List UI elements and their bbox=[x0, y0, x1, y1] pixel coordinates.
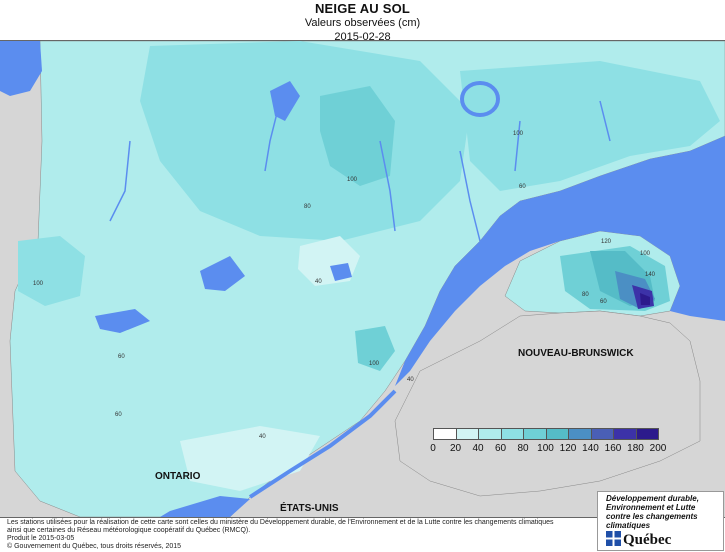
contour-label: 140 bbox=[645, 272, 656, 278]
zone-100-charlevoix bbox=[355, 326, 395, 371]
contour-label: 60 bbox=[519, 184, 526, 190]
legend-swatch bbox=[433, 428, 457, 440]
quebec-logo: Développement durable, Environnement et … bbox=[597, 491, 724, 551]
footer-sources-line2: ainsi que certaines du Réseau météorolog… bbox=[7, 527, 251, 534]
map-canvas bbox=[0, 41, 725, 517]
footer-sources-line1: Les stations utilisées pour la réalisati… bbox=[7, 519, 554, 526]
legend-swatch bbox=[455, 428, 479, 440]
footer-copyright: © Gouvernement du Québec, tous droits ré… bbox=[7, 543, 182, 550]
legend-tick-label: 160 bbox=[604, 443, 622, 454]
contour-label: 100 bbox=[369, 361, 380, 367]
zone-80-east bbox=[460, 61, 720, 191]
reservoir-gouin bbox=[200, 256, 245, 291]
zone-100-center bbox=[320, 86, 395, 186]
contour-label: 100 bbox=[513, 131, 524, 137]
legend-swatch bbox=[635, 428, 659, 440]
ontario-label: ONTARIO bbox=[155, 471, 201, 482]
lakes-northwest bbox=[270, 81, 300, 121]
st-lawrence-river bbox=[248, 389, 397, 499]
contour-label: 80 bbox=[582, 292, 589, 298]
fleur-de-lis-flag-icon bbox=[606, 531, 621, 546]
manicouagan-reservoir bbox=[460, 81, 500, 117]
contour-label: 60 bbox=[115, 412, 122, 418]
quebec-wordmark: Québec bbox=[623, 532, 672, 548]
contour-label: 120 bbox=[601, 239, 612, 245]
legend-swatch bbox=[613, 428, 637, 440]
nouveau-brunswick-label: NOUVEAU-BRUNSWICK bbox=[518, 348, 634, 359]
legend-tick-label: 200 bbox=[649, 443, 667, 454]
contour-label: 80 bbox=[304, 204, 311, 210]
zone-80-west bbox=[18, 236, 85, 306]
legend-swatch bbox=[568, 428, 592, 440]
contour-label: 40 bbox=[315, 279, 322, 285]
contour-label: 100 bbox=[347, 177, 358, 183]
contour-label: 100 bbox=[640, 251, 651, 257]
legend-tick-label: 0 bbox=[430, 443, 436, 454]
contour-label: 60 bbox=[600, 299, 607, 305]
zone-80-100-north bbox=[140, 41, 470, 241]
map-subtitle: Valeurs observées (cm) bbox=[304, 17, 421, 29]
color-legend: 0 20 40 60 80 100 120 140 160 180 200 bbox=[430, 428, 666, 458]
contour-label: 40 bbox=[407, 377, 414, 383]
lake-ontario bbox=[160, 496, 250, 517]
legend-swatch bbox=[478, 428, 502, 440]
st-lawrence-gulf bbox=[395, 136, 725, 386]
contour-label: 100 bbox=[33, 281, 44, 287]
lac-saint-jean bbox=[330, 263, 352, 281]
legend-tick-label: 80 bbox=[517, 443, 529, 454]
map-title: NEIGE AU SOL bbox=[314, 1, 411, 16]
contour-label: 40 bbox=[259, 434, 266, 440]
river-network bbox=[109, 100, 611, 242]
legend-tick-label: 180 bbox=[627, 443, 644, 454]
legend-tick-label: 20 bbox=[449, 443, 462, 454]
zone-180-gaspe bbox=[640, 293, 650, 305]
footer-produced-date: Produit le 2015-03-05 bbox=[7, 535, 75, 542]
legend-swatch bbox=[523, 428, 547, 440]
legend-tick-label: 100 bbox=[537, 443, 554, 454]
legend-tick-label: 60 bbox=[494, 443, 507, 454]
legend-swatch bbox=[590, 428, 614, 440]
lakes-west bbox=[95, 309, 150, 333]
legend-swatch bbox=[545, 428, 569, 440]
new-brunswick-land bbox=[394, 310, 701, 497]
legend-tick-label: 120 bbox=[559, 443, 577, 454]
legend-tick-label: 40 bbox=[472, 443, 484, 454]
contour-label: 60 bbox=[118, 354, 125, 360]
legend-swatch bbox=[500, 428, 524, 440]
james-bay-water bbox=[0, 41, 42, 96]
ministry-name: Développement durable, Environnement et … bbox=[606, 494, 699, 530]
etats-unis-label: ÉTATS-UNIS bbox=[280, 503, 339, 514]
legend-tick-label: 140 bbox=[582, 443, 599, 454]
